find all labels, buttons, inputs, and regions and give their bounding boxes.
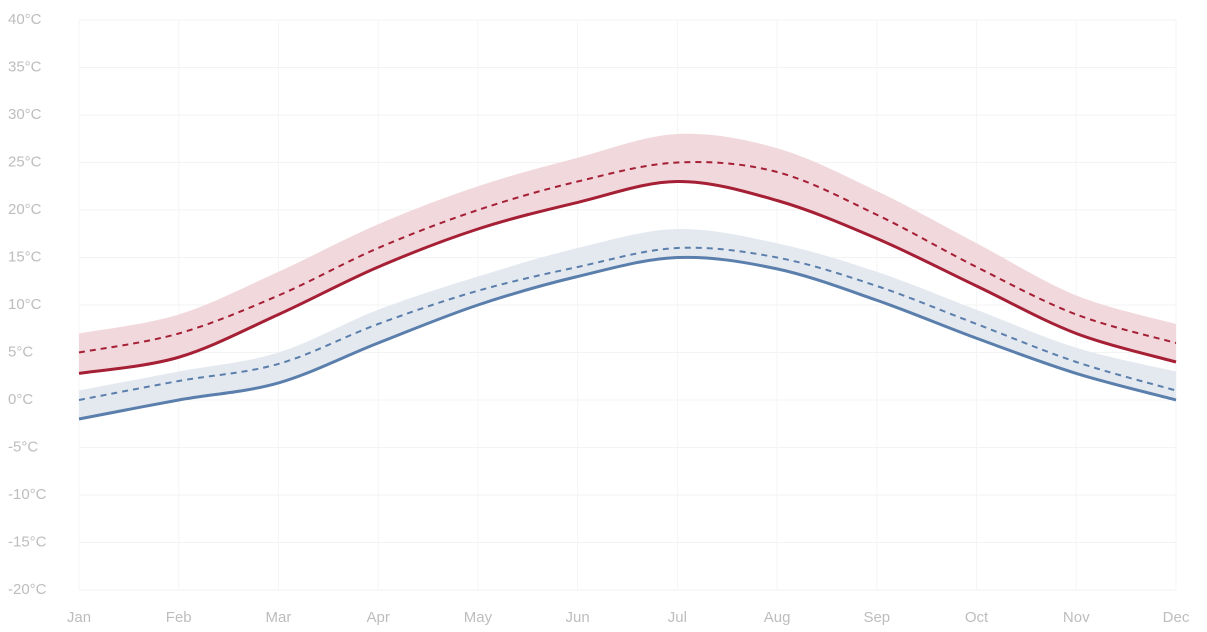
y-tick-label: 30°C — [8, 106, 42, 123]
x-tick-label: Apr — [367, 609, 390, 626]
range-band — [79, 133, 1176, 374]
x-tick-label: Nov — [1063, 609, 1090, 626]
y-tick-label: 0°C — [8, 391, 33, 408]
y-tick-label: 15°C — [8, 248, 42, 265]
x-tick-label: May — [464, 609, 493, 626]
x-tick-label: Mar — [266, 609, 292, 626]
range-band — [79, 228, 1176, 419]
line — [78, 255, 1177, 421]
x-tick-label: Feb — [166, 609, 192, 626]
y-tick-label: -10°C — [8, 486, 47, 503]
y-tick-label: 25°C — [8, 153, 42, 170]
y-tick-label: 40°C — [8, 11, 42, 28]
y-tick-label: -20°C — [8, 581, 47, 598]
x-tick-label: Jul — [668, 609, 687, 626]
x-tick-label: Jun — [566, 609, 590, 626]
y-tick-label: 10°C — [8, 296, 42, 313]
y-tick-label: -5°C — [8, 438, 38, 455]
y-tick-label: -15°C — [8, 533, 47, 550]
line — [78, 179, 1177, 375]
x-tick-label: Jan — [67, 609, 91, 626]
dashed-line — [78, 246, 1177, 401]
y-tick-label: 20°C — [8, 201, 42, 218]
y-tick-label: 5°C — [8, 343, 33, 360]
x-tick-label: Dec — [1163, 609, 1190, 626]
x-tick-label: Oct — [965, 609, 989, 626]
x-tick-label: Aug — [764, 609, 791, 626]
y-tick-label: 35°C — [8, 58, 42, 75]
x-tick-label: Sep — [863, 609, 890, 626]
